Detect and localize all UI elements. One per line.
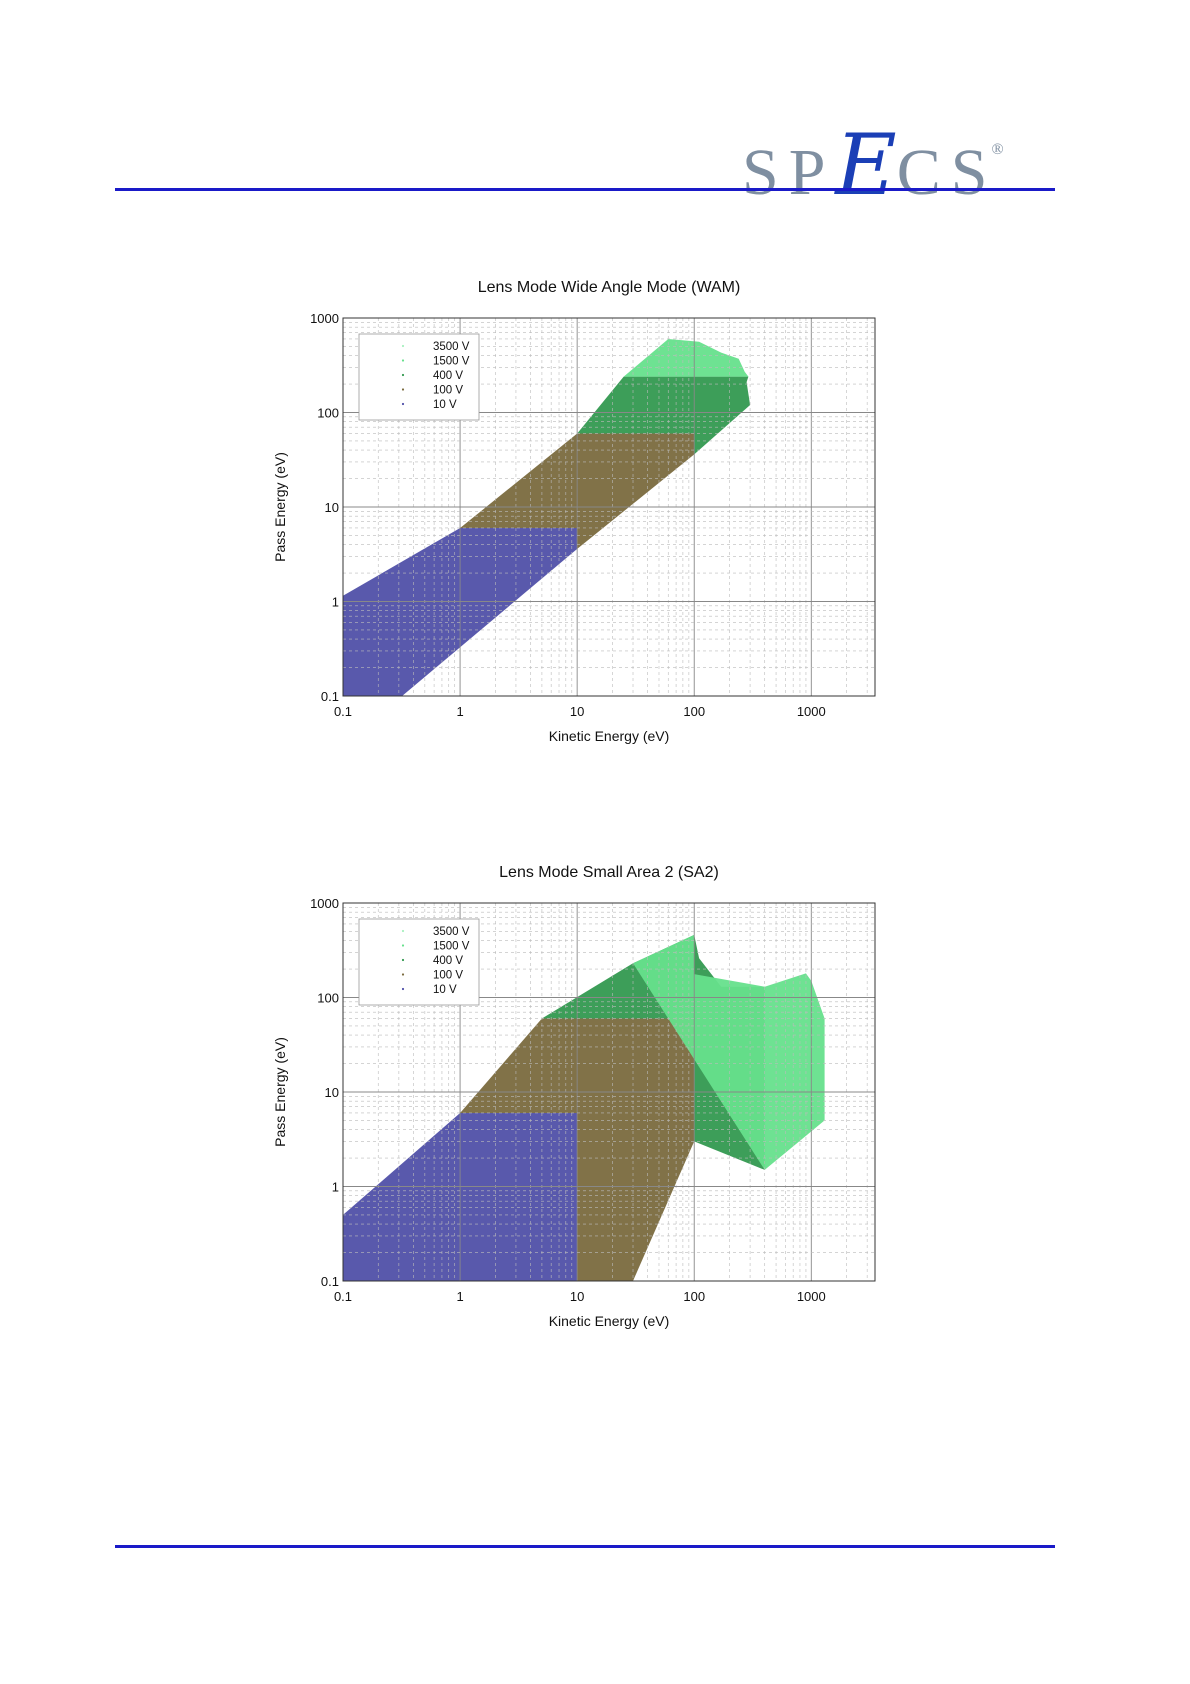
- legend-entry: 100 V: [433, 970, 463, 982]
- y-axis-label: Pass Energy (eV): [272, 1037, 288, 1147]
- legend-marker: [401, 958, 405, 962]
- x-tick-label: 10: [570, 704, 584, 719]
- legend-marker: [401, 402, 405, 406]
- y-tick-label: 0.1: [321, 1274, 339, 1289]
- chart-title: Lens Mode Wide Angle Mode (WAM): [478, 279, 741, 296]
- x-tick-label: 100: [683, 1289, 705, 1304]
- legend-marker: [401, 987, 405, 991]
- chart-wam: Lens Mode Wide Angle Mode (WAM) 0.1 1 10 100…: [250, 270, 910, 770]
- logo-registered-mark: ®: [991, 141, 1004, 158]
- legend-marker: [401, 359, 405, 362]
- legend-marker: [401, 973, 405, 976]
- y-tick-label: 1: [332, 1180, 339, 1195]
- y-tick-label: 1: [332, 595, 339, 610]
- legend-marker: [401, 344, 405, 348]
- x-tick-label: 100: [683, 704, 705, 719]
- logo-letters-sp: SP: [742, 136, 836, 209]
- chart-sa2: Lens Mode Small Area 2 (SA2) 0.1 1 10 100 100…: [250, 855, 910, 1355]
- y-tick-label: 100: [317, 991, 339, 1006]
- chart-sa2-svg: Lens Mode Small Area 2 (SA2)0.1 1 10 100 100…: [272, 864, 876, 1329]
- y-tick-label: 1000: [310, 311, 339, 326]
- y-tick-label: 10: [325, 500, 339, 515]
- footer-rule: [115, 1545, 1055, 1548]
- legend-entry: 3500 V: [433, 341, 470, 353]
- legend-marker: [401, 929, 405, 933]
- series-400-v-area: [577, 376, 751, 455]
- legend-entry: 400 V: [433, 955, 463, 967]
- x-tick-label: 10: [570, 1289, 584, 1304]
- legend: 3500 V 1500 V 400 V 100 V 10 V: [358, 333, 480, 421]
- legend-marker: [401, 373, 405, 377]
- x-tick-label: 0.1: [334, 1289, 352, 1304]
- chart-wam-svg: Lens Mode Wide Angle Mode (WAM)0.1 1 10 100…: [272, 279, 876, 744]
- y-tick-label: 10: [325, 1085, 339, 1100]
- logo-letters-cs: CS: [896, 136, 998, 209]
- legend-entry: 3500 V: [433, 926, 470, 938]
- chart-title: Lens Mode Small Area 2 (SA2): [499, 864, 719, 881]
- legend-entry: 1500 V: [433, 941, 470, 953]
- header-rule: [115, 188, 1055, 191]
- y-tick-label: 1000: [310, 896, 339, 911]
- x-axis-label: Kinetic Energy (eV): [549, 728, 670, 744]
- logo-letter-e: E: [835, 116, 897, 214]
- legend-entry: 100 V: [433, 385, 463, 397]
- legend-entry: 10 V: [433, 399, 457, 411]
- x-tick-label: 0.1: [334, 704, 352, 719]
- y-tick-label: 100: [317, 406, 339, 421]
- legend-box: [358, 333, 480, 421]
- legend-entry: 400 V: [433, 370, 463, 382]
- legend-marker: [401, 944, 405, 947]
- legend-entry: 1500 V: [433, 356, 470, 368]
- x-tick-label: 1000: [797, 1289, 826, 1304]
- legend-entry: 10 V: [433, 984, 457, 996]
- y-axis-label: Pass Energy (eV): [272, 452, 288, 562]
- series-1500-v-area: [633, 934, 825, 1170]
- legend-box: [358, 918, 480, 1006]
- plot-frame: [342, 317, 876, 697]
- series-100-v-area: [460, 1018, 695, 1281]
- legend-marker: [401, 388, 405, 391]
- x-tick-label: 1000: [797, 704, 826, 719]
- x-tick-label: 1: [456, 1289, 463, 1304]
- legend: 3500 V 1500 V 400 V 100 V 10 V: [358, 918, 480, 1006]
- x-tick-label: 1: [456, 704, 463, 719]
- specs-logo: SPECS®: [742, 110, 1004, 209]
- y-tick-label: 0.1: [321, 689, 339, 704]
- x-axis-label: Kinetic Energy (eV): [549, 1313, 670, 1329]
- plot-frame: [342, 902, 876, 1282]
